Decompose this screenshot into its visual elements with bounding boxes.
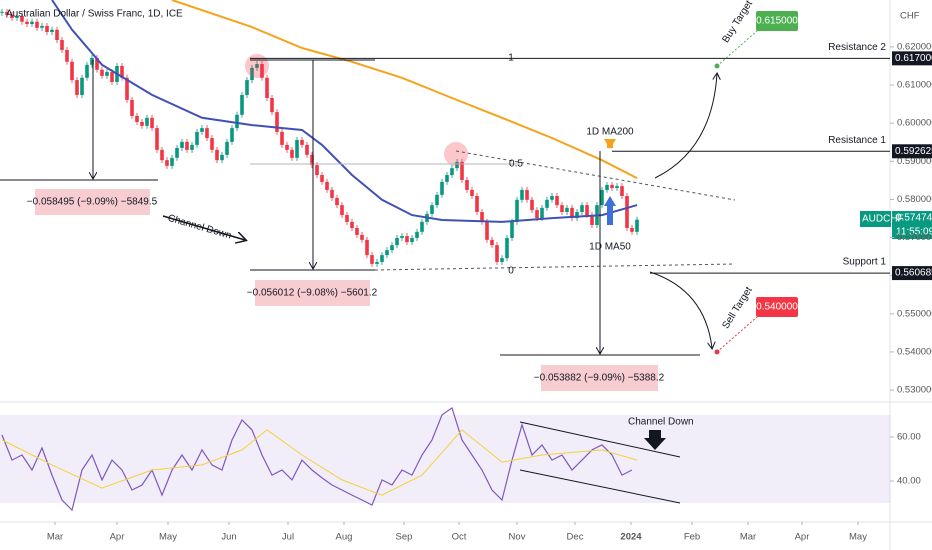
measure-label: −0.053882 (−9.09%) −5388.2 [534,373,665,384]
level-name: Resistance 2 [828,42,886,53]
ma50-arrow [607,205,613,225]
countdown: 11:55:09 [896,227,932,238]
level-name: Resistance 1 [828,135,886,146]
top-marker [444,142,468,166]
chart-title: Australian Dollar / Swiss Franc, 1D, ICE [6,9,183,20]
level-label: 0.560685 [895,268,932,279]
channel-arrow [162,215,245,240]
line [1,406,633,512]
ma200-arrow [607,142,613,148]
level-label: 0.592625 [895,146,932,157]
x-tick-label: May [849,532,867,543]
x-tick-label: Apr [110,532,125,543]
x-tick-label: Apr [795,532,810,543]
ma50-arrow [604,196,616,206]
x-tick-label: Nov [509,532,526,543]
x-tick-label: Aug [336,532,353,543]
triangle-line [374,263,736,271]
line [171,0,638,179]
sell-arrow [649,271,712,348]
x-tick-label: Mar [47,532,63,543]
line [1,429,638,496]
top-marker [245,54,269,78]
ma-label: 1D MA50 [589,242,631,253]
target-badge [756,296,798,317]
measure-label: −0.056012 (−9.08%) −5601.2 [247,288,378,299]
buy-arrow [654,74,717,179]
currency: CHF [900,11,920,22]
target-tail [716,316,758,353]
rsi-channel [519,421,681,458]
rsi-tick-label: 60.00 [897,431,921,442]
x-tick-label: Mar [740,532,756,543]
y-tick-label: 0.540000 [897,346,932,357]
measure-box [35,189,150,215]
x-tick-label: May [159,532,177,543]
symbol: AUDCHF [862,214,904,225]
drawings [0,54,932,504]
symbol-badge [860,211,891,227]
x-tick-label: Jun [221,532,236,543]
rsi-band [0,415,890,503]
x-tick-label: Sep [396,532,413,543]
measure-box [541,365,658,391]
target-label: 0.540000 [756,302,798,313]
target-label: 0.615000 [756,16,798,27]
target-tail [716,30,758,67]
fib-label: 0.5 [509,159,523,170]
x-tick-label: 2024 [620,532,642,543]
level-badge [892,51,932,66]
level-label: 0.617000 [895,53,932,64]
price-pane [0,0,639,267]
ma-label: 1D MA200 [586,127,634,138]
level-name: Support 1 [843,257,887,268]
fib-label: 0 [508,266,514,277]
rsi-channel-arrow [644,430,666,450]
level-badge [892,144,932,159]
x-tick-label: Jul [282,532,294,543]
x-tick-label: Dec [567,532,584,543]
target-badge [756,10,798,31]
rsi-tick-label: 40.00 [897,476,921,487]
rsi-channel [519,469,681,504]
last-price: 0.574740 [896,213,932,224]
triangle-line [455,150,736,201]
annotation: Channel Down [628,417,694,428]
x-tick-label: Feb [684,532,700,543]
y-tick-label: 0.530000 [897,385,932,396]
last-price-badge [892,211,932,239]
x-tick-label: Oct [452,532,467,543]
line [51,0,638,223]
level-badge [892,266,932,281]
measure-label: −0.058495 (−9.09%) −5849.5 [27,197,158,208]
measure-box [255,280,370,306]
